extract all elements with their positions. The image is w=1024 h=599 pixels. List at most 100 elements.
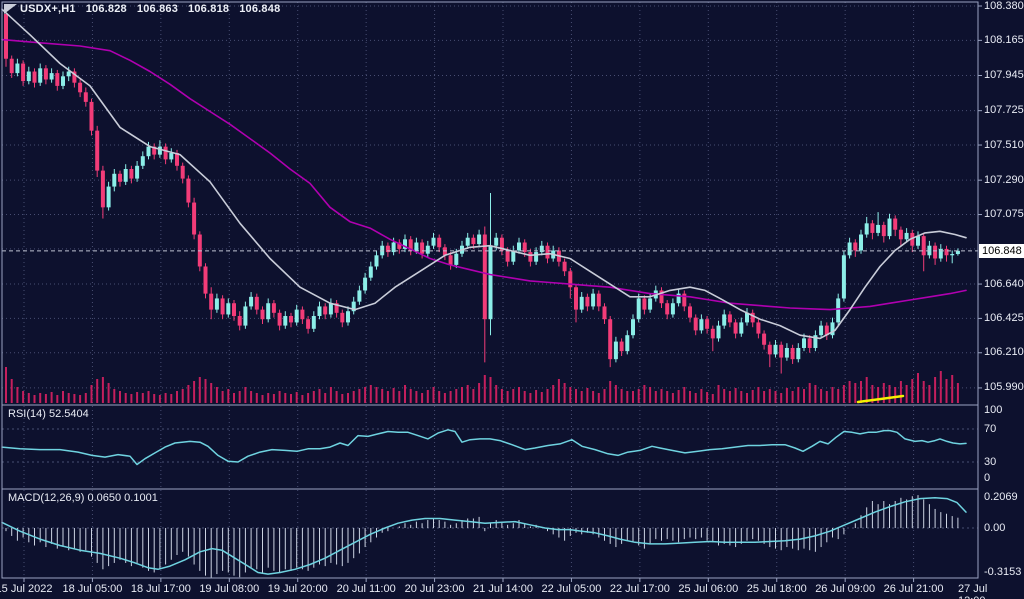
- candle-body: [910, 232, 915, 246]
- volume-bar: [67, 393, 70, 403]
- candle-body: [374, 255, 379, 267]
- symbol-period-label: USDX+,H1: [20, 3, 76, 15]
- rsi-pane[interactable]: [1, 429, 967, 466]
- candle-body: [762, 333, 767, 345]
- volume-bar: [899, 381, 902, 403]
- price-tick-label: 108.165: [984, 33, 1024, 46]
- candle-body: [893, 218, 898, 230]
- volume-bar: [831, 387, 834, 403]
- volume-bar: [643, 385, 646, 403]
- volume-bar: [392, 388, 395, 403]
- volume-bar: [649, 387, 652, 403]
- volume-bar: [5, 367, 7, 403]
- candle-body: [670, 303, 675, 315]
- rsi-indicator-label: RSI(14) 52.5404: [8, 408, 89, 420]
- candle-body: [625, 335, 630, 352]
- volume-bar: [706, 392, 709, 403]
- volume-bar: [939, 371, 942, 403]
- time-label: 18 Jul 17:00: [130, 583, 191, 595]
- volume-bar: [951, 375, 954, 403]
- candle-body: [779, 344, 784, 358]
- volume-bar: [432, 387, 435, 403]
- volume-bar: [33, 395, 36, 403]
- volume-bar: [609, 381, 612, 403]
- volume-bar: [84, 393, 87, 403]
- volume-bar: [569, 387, 572, 403]
- candle-body: [448, 255, 453, 265]
- time-label: 21 Jul 14:00: [473, 583, 533, 595]
- candle-body: [699, 319, 704, 331]
- candle-body: [243, 306, 248, 326]
- volume-bar: [523, 391, 526, 403]
- volume-bar: [854, 383, 857, 403]
- candle-body: [477, 234, 482, 245]
- candle-body: [135, 165, 140, 179]
- candle-body: [574, 287, 578, 310]
- candle-body: [739, 322, 744, 334]
- candle-body: [539, 245, 544, 253]
- volume-bar: [865, 377, 868, 403]
- rsi-pane-border: [1, 404, 979, 490]
- volume-bar: [671, 393, 674, 403]
- time-label: 15 Jul 2022: [0, 583, 53, 595]
- candle-body: [351, 301, 356, 312]
- volume-bar: [44, 394, 47, 403]
- candle-body: [585, 296, 590, 307]
- candle-body: [232, 303, 236, 317]
- time-label: 26 Jul 09:00: [815, 583, 876, 595]
- volume-bar: [449, 391, 452, 403]
- volume-bar: [882, 383, 885, 403]
- time-label: 25 Jul 18:00: [746, 583, 807, 595]
- volume-bar: [22, 391, 25, 403]
- volume-bar: [626, 391, 629, 403]
- price-tick-label: 106.210: [984, 346, 1024, 359]
- candle-body: [933, 245, 938, 259]
- candle-body: [499, 237, 504, 251]
- volume-bar: [592, 391, 595, 403]
- volume-bar: [398, 391, 401, 403]
- volume-bar: [575, 389, 577, 403]
- candle-body: [317, 306, 322, 317]
- volume-bar: [438, 391, 441, 403]
- macd-pane[interactable]: [1, 495, 967, 579]
- main-chart-pane[interactable]: [1, 6, 978, 404]
- macd-scale-label: -0.3153: [984, 565, 1022, 578]
- time-label: 27 Jul 12:00: [958, 583, 988, 599]
- volume-bar: [210, 383, 213, 403]
- volume-bar: [740, 391, 743, 403]
- volume-bar: [90, 385, 93, 403]
- volume-bar: [535, 390, 538, 403]
- volume-bar: [506, 391, 509, 403]
- macd-indicator-label: MACD(12,26,9) 0.0650 0.1001: [8, 492, 158, 504]
- ohlc-low: 106.818: [188, 3, 230, 15]
- volume-bar: [934, 377, 937, 403]
- volume-bar: [96, 379, 99, 403]
- volume-bar: [124, 393, 127, 403]
- volume-bar: [700, 389, 703, 403]
- volume-bar: [244, 387, 247, 403]
- candle-body: [682, 293, 687, 307]
- price-tick-label: 107.075: [984, 208, 1024, 221]
- candle-body: [237, 316, 242, 326]
- candle-body: [100, 170, 105, 208]
- volume-bar: [888, 385, 891, 403]
- volume-bar: [267, 393, 270, 403]
- volume-bar: [284, 393, 287, 403]
- volume-bar: [318, 389, 321, 403]
- macd-signal-line: [1, 497, 967, 575]
- yellow-trendline: [856, 394, 905, 404]
- candle-body: [596, 293, 601, 307]
- volume-bar: [466, 385, 469, 403]
- volume-bar: [763, 391, 766, 403]
- candle-body: [260, 309, 265, 320]
- candle-body: [43, 68, 48, 80]
- candle-body: [517, 242, 521, 251]
- time-label: 22 Jul 17:00: [609, 583, 670, 595]
- volume-bar: [723, 389, 726, 403]
- candle-body: [807, 338, 812, 348]
- candle-body: [4, 13, 8, 59]
- candle-body: [864, 223, 869, 235]
- candle-body: [186, 178, 191, 203]
- candle-body: [693, 317, 698, 331]
